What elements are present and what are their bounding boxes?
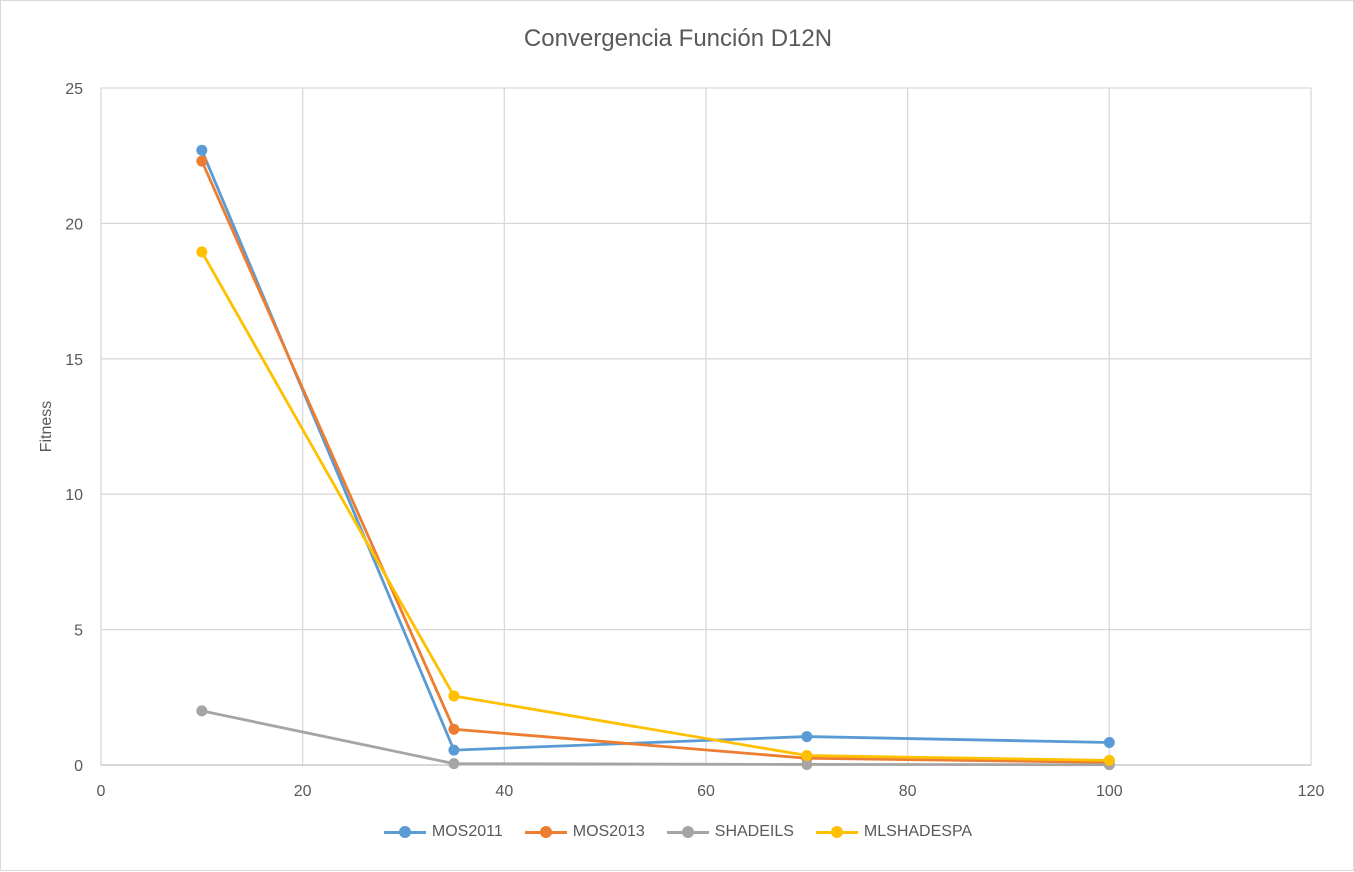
y-tick-label: 15 bbox=[65, 352, 83, 369]
x-tick-label: 120 bbox=[1298, 783, 1325, 800]
data-point-mos2011 bbox=[196, 144, 208, 156]
series-line-shadeils bbox=[201, 709, 1110, 767]
y-tick-label: 10 bbox=[65, 487, 83, 504]
chart-title: Convergencia Función D12N bbox=[523, 25, 833, 52]
x-tick-label: 20 bbox=[294, 783, 312, 800]
y-tick-label: 5 bbox=[74, 623, 83, 640]
legend-swatch bbox=[815, 825, 858, 839]
series-line-mlshadespa bbox=[200, 251, 1110, 762]
legend-label: MOS2013 bbox=[572, 823, 645, 840]
legend-item-shadeils: SHADEILS bbox=[666, 823, 794, 841]
legend-item-mlshadespa: MLSHADESPA bbox=[815, 823, 973, 841]
data-point-mlshadespa bbox=[196, 246, 208, 258]
x-tick-label: 80 bbox=[899, 783, 917, 800]
data-point-mos2013 bbox=[448, 723, 460, 735]
legend-dot-marker bbox=[681, 826, 694, 838]
data-point-mos2011 bbox=[448, 744, 460, 756]
legend-item-mos2011: MOS2011 bbox=[383, 823, 503, 841]
legend-dot-marker bbox=[539, 826, 552, 838]
data-point-mos2013 bbox=[196, 155, 208, 167]
series-line-mos2011 bbox=[200, 149, 1110, 752]
series-line-mos2013 bbox=[200, 160, 1110, 764]
y-tick-label: 25 bbox=[65, 81, 83, 98]
legend-item-mos2013: MOS2013 bbox=[524, 823, 645, 841]
legend-swatch bbox=[524, 825, 567, 839]
data-point-mlshadespa bbox=[1103, 754, 1115, 766]
data-point-mlshadespa bbox=[801, 750, 813, 762]
data-point-mlshadespa bbox=[448, 690, 460, 702]
data-point-shadeils bbox=[801, 758, 813, 770]
y-tick-label: 0 bbox=[74, 758, 83, 775]
legend-label: MOS2011 bbox=[431, 823, 503, 840]
data-point-shadeils bbox=[196, 705, 208, 717]
y-tick-label: 20 bbox=[65, 216, 83, 233]
legend: MOS2011 MOS2013 SHADEILS MLSHADESPA bbox=[1, 823, 1354, 841]
legend-label: SHADEILS bbox=[714, 823, 794, 840]
x-tick-label: 0 bbox=[97, 783, 106, 800]
data-point-mos2011 bbox=[1103, 737, 1115, 749]
legend-dot-marker bbox=[830, 826, 843, 838]
x-tick-label: 40 bbox=[495, 783, 513, 800]
legend-swatch bbox=[383, 825, 426, 839]
legend-swatch bbox=[666, 825, 709, 839]
x-tick-label: 100 bbox=[1096, 783, 1123, 800]
data-point-shadeils bbox=[448, 758, 460, 770]
legend-label: MLSHADESPA bbox=[863, 823, 973, 840]
x-tick-label: 60 bbox=[697, 783, 715, 800]
data-point-mos2011 bbox=[801, 731, 813, 743]
legend-dot-marker bbox=[398, 826, 411, 838]
y-axis-title: Fitness bbox=[38, 401, 55, 453]
